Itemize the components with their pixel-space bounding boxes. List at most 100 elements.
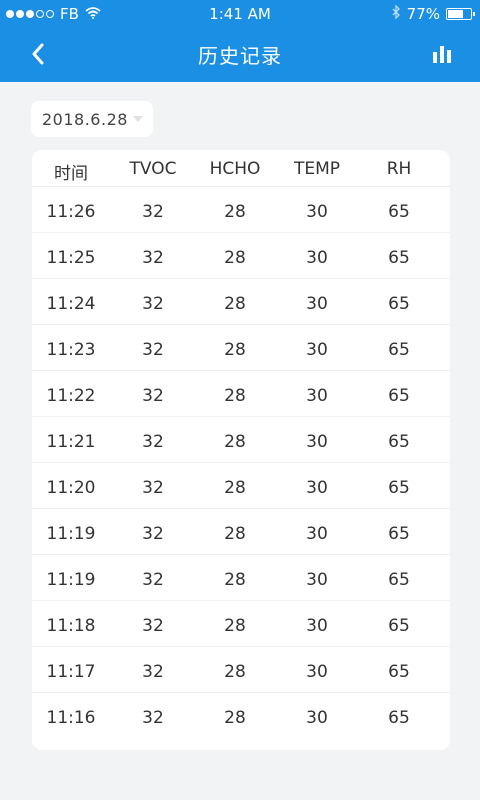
cell-rh: 65 <box>388 340 410 360</box>
table-row: 11:24 32 28 30 65 <box>32 279 450 325</box>
cell-rh: 65 <box>388 708 410 728</box>
cell-temp: 30 <box>306 294 328 314</box>
table-header: 时间 TVOC HCHO TEMP RH <box>32 150 450 187</box>
cell-rh: 65 <box>388 202 410 222</box>
signal-dot <box>16 10 24 18</box>
cell-rh: 65 <box>388 294 410 314</box>
cell-temp: 30 <box>306 570 328 590</box>
battery-icon <box>446 8 475 20</box>
caret-down-icon <box>133 116 143 122</box>
table-row: 11:19 32 28 30 65 <box>32 509 450 555</box>
cell-rh: 65 <box>388 524 410 544</box>
cell-rh: 65 <box>388 432 410 452</box>
cell-tvoc: 32 <box>142 248 164 268</box>
cell-temp: 30 <box>306 248 328 268</box>
cell-temp: 30 <box>306 616 328 636</box>
cell-hcho: 28 <box>224 340 246 360</box>
navigation-bar: 历史记录 <box>0 30 480 82</box>
header-rh: RH <box>386 159 412 179</box>
table-row: 11:20 32 28 30 65 <box>32 463 450 509</box>
cell-rh: 65 <box>388 616 410 636</box>
cell-time: 11:22 <box>46 386 96 406</box>
battery-percent: 77% <box>406 5 440 23</box>
cell-tvoc: 32 <box>142 432 164 452</box>
cell-hcho: 28 <box>224 248 246 268</box>
history-table: 时间 TVOC HCHO TEMP RH 11:26 32 28 30 65 1… <box>32 150 450 750</box>
cell-tvoc: 32 <box>142 616 164 636</box>
cell-time: 11:21 <box>46 432 96 452</box>
cell-temp: 30 <box>306 524 328 544</box>
signal-dot <box>26 10 34 18</box>
cell-time: 11:25 <box>46 248 96 268</box>
cell-hcho: 28 <box>224 202 246 222</box>
battery-cap <box>473 12 475 16</box>
cell-rh: 65 <box>388 570 410 590</box>
date-dropdown[interactable]: 2018.6.28 <box>31 101 153 137</box>
cell-hcho: 28 <box>224 662 246 682</box>
signal-dot <box>6 10 14 18</box>
cell-temp: 30 <box>306 432 328 452</box>
top-bar: FB 1:41 AM 77% <box>0 0 480 82</box>
cell-time: 11:23 <box>46 340 96 360</box>
wifi-icon <box>85 5 101 23</box>
cell-rh: 65 <box>388 248 410 268</box>
status-right: 77% <box>392 4 475 23</box>
table-row: 11:18 32 28 30 65 <box>32 601 450 647</box>
table-row: 11:25 32 28 30 65 <box>32 233 450 279</box>
header-hcho: HCHO <box>209 159 261 179</box>
table-row: 11:26 32 28 30 65 <box>32 187 450 233</box>
signal-dot <box>46 10 54 18</box>
cell-time: 11:26 <box>46 202 96 222</box>
cell-temp: 30 <box>306 386 328 406</box>
cell-time: 11:19 <box>46 570 96 590</box>
cell-hcho: 28 <box>224 386 246 406</box>
table-row: 11:19 32 28 30 65 <box>32 555 450 601</box>
cell-hcho: 28 <box>224 432 246 452</box>
cell-hcho: 28 <box>224 616 246 636</box>
chart-button[interactable] <box>426 40 458 72</box>
table-row: 11:21 32 28 30 65 <box>32 417 450 463</box>
cell-time: 11:17 <box>46 662 96 682</box>
battery-level <box>448 10 464 18</box>
cell-time: 11:19 <box>46 524 96 544</box>
header-temp: TEMP <box>293 159 341 179</box>
cell-tvoc: 32 <box>142 662 164 682</box>
table-row: 11:22 32 28 30 65 <box>32 371 450 417</box>
cell-hcho: 28 <box>224 478 246 498</box>
cell-rh: 65 <box>388 478 410 498</box>
cell-tvoc: 32 <box>142 478 164 498</box>
cell-time: 11:16 <box>46 708 96 728</box>
status-bar: FB 1:41 AM 77% <box>0 0 480 30</box>
page-title: 历史记录 <box>198 44 282 68</box>
signal-dot <box>36 10 44 18</box>
status-time: 1:41 AM <box>209 5 271 23</box>
header-time: 时间 <box>54 164 88 184</box>
cell-rh: 65 <box>388 386 410 406</box>
cell-tvoc: 32 <box>142 708 164 728</box>
cell-hcho: 28 <box>224 524 246 544</box>
table-row: 11:16 32 28 30 65 <box>32 693 450 738</box>
cell-temp: 30 <box>306 662 328 682</box>
date-value: 2018.6.28 <box>42 109 128 129</box>
cell-time: 11:20 <box>46 478 96 498</box>
cell-hcho: 28 <box>224 570 246 590</box>
chevron-left-icon <box>31 43 45 69</box>
back-button[interactable] <box>22 40 54 72</box>
cell-hcho: 28 <box>224 294 246 314</box>
cell-time: 11:18 <box>46 616 96 636</box>
bar-chart-icon <box>432 45 452 67</box>
status-left: FB <box>6 5 101 23</box>
carrier-name: FB <box>60 5 79 23</box>
table-row: 11:17 32 28 30 65 <box>32 647 450 693</box>
cell-temp: 30 <box>306 478 328 498</box>
cell-tvoc: 32 <box>142 202 164 222</box>
cell-tvoc: 32 <box>142 386 164 406</box>
cell-hcho: 28 <box>224 708 246 728</box>
bluetooth-icon <box>392 4 401 23</box>
cell-temp: 30 <box>306 202 328 222</box>
cell-temp: 30 <box>306 340 328 360</box>
cell-tvoc: 32 <box>142 294 164 314</box>
cell-rh: 65 <box>388 662 410 682</box>
cell-temp: 30 <box>306 708 328 728</box>
